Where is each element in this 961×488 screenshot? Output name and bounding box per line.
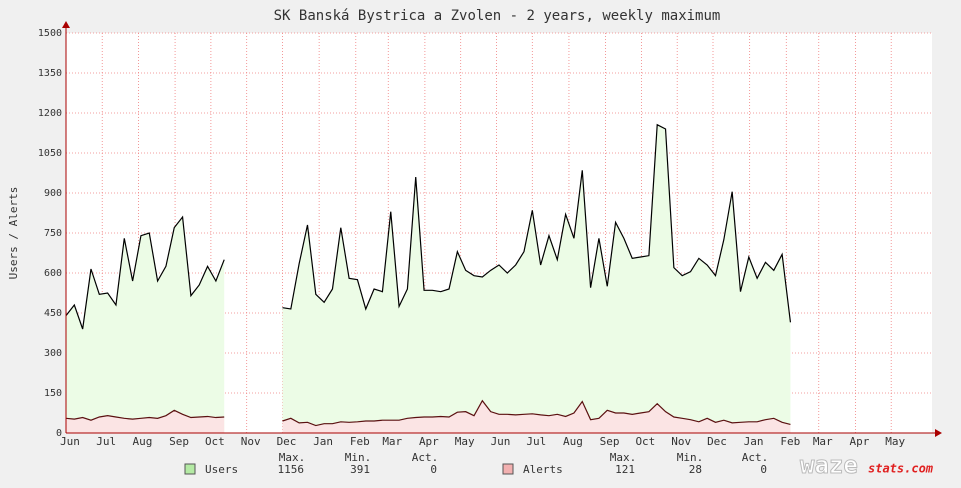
- legend-label: Users: [205, 463, 238, 476]
- logo-sub: stats.com: [868, 462, 934, 476]
- x-tick-label: Feb: [350, 435, 370, 448]
- stat-value: 121: [615, 463, 635, 476]
- y-tick-label: 300: [44, 348, 62, 359]
- y-tick-label: 150: [44, 388, 62, 399]
- area: [282, 400, 791, 433]
- stat-label: Min.: [677, 451, 704, 464]
- y-tick-label: 1050: [38, 148, 62, 159]
- y-tick-label: 1350: [38, 68, 62, 79]
- series-line: [65, 409, 225, 421]
- y-arrow: [62, 21, 70, 28]
- x-tick-label: Jun: [491, 435, 511, 448]
- stat-value: 1156: [278, 463, 305, 476]
- x-tick-label: May: [885, 435, 905, 448]
- x-tick-label: Jan: [313, 435, 333, 448]
- x-tick-label: Jun: [60, 435, 80, 448]
- x-tick-label: Sep: [169, 435, 189, 448]
- x-tick-label: Mar: [382, 435, 402, 448]
- area: [282, 124, 791, 433]
- stat-value: 391: [350, 463, 370, 476]
- x-tick-label: Sep: [600, 435, 620, 448]
- legend-label: Alerts: [523, 463, 563, 476]
- y-tick-label: 450: [44, 308, 62, 319]
- layers: [65, 32, 932, 434]
- legend-swatch: [502, 463, 514, 475]
- lines: [65, 123, 792, 427]
- stat-value: 0: [430, 463, 437, 476]
- y-tick-label: 1200: [38, 108, 62, 119]
- series-line: [282, 123, 792, 323]
- y-tick-label: 750: [44, 228, 62, 239]
- areas: [66, 124, 791, 433]
- x-tick-label: Aug: [133, 435, 153, 448]
- x-tick-label: Feb: [780, 435, 800, 448]
- series-line: [65, 215, 225, 330]
- x-tick-label: Apr: [419, 435, 439, 448]
- series-line: [282, 399, 791, 427]
- y-axis-label: Users / Alerts: [7, 187, 20, 280]
- x-tick-label: Jul: [96, 435, 116, 448]
- x-tick-label: Oct: [205, 435, 225, 448]
- stat-label: Max.: [610, 451, 637, 464]
- stat-label: Min.: [345, 451, 372, 464]
- x-arrow: [935, 429, 942, 437]
- x-tick-label: Dec: [707, 435, 727, 448]
- area: [66, 217, 225, 433]
- stat-label: Max.: [279, 451, 306, 464]
- legend-swatch: [184, 463, 196, 475]
- y-tick-label: 600: [44, 268, 62, 279]
- stat-value: 0: [760, 463, 767, 476]
- stat-label: Act.: [412, 451, 439, 464]
- stat-value: 28: [689, 463, 702, 476]
- y-tick-label: 1500: [38, 28, 62, 39]
- x-tick-label: Oct: [635, 435, 655, 448]
- logo: waze: [800, 451, 858, 479]
- x-tick-label: Nov: [671, 435, 691, 448]
- x-tick-label: Apr: [849, 435, 869, 448]
- x-tick-label: Aug: [563, 435, 583, 448]
- x-tick-label: Jul: [526, 435, 546, 448]
- stat-label: Act.: [742, 451, 769, 464]
- x-tick-label: Jan: [744, 435, 764, 448]
- x-tick-label: Dec: [277, 435, 297, 448]
- x-tick-label: Mar: [813, 435, 833, 448]
- y-tick-label: 900: [44, 188, 62, 199]
- chart-title: SK Banská Bystrica a Zvolen - 2 years, w…: [274, 8, 721, 24]
- y-tick-label: 0: [56, 428, 62, 439]
- x-tick-label: Nov: [241, 435, 261, 448]
- x-tick-label: May: [455, 435, 475, 448]
